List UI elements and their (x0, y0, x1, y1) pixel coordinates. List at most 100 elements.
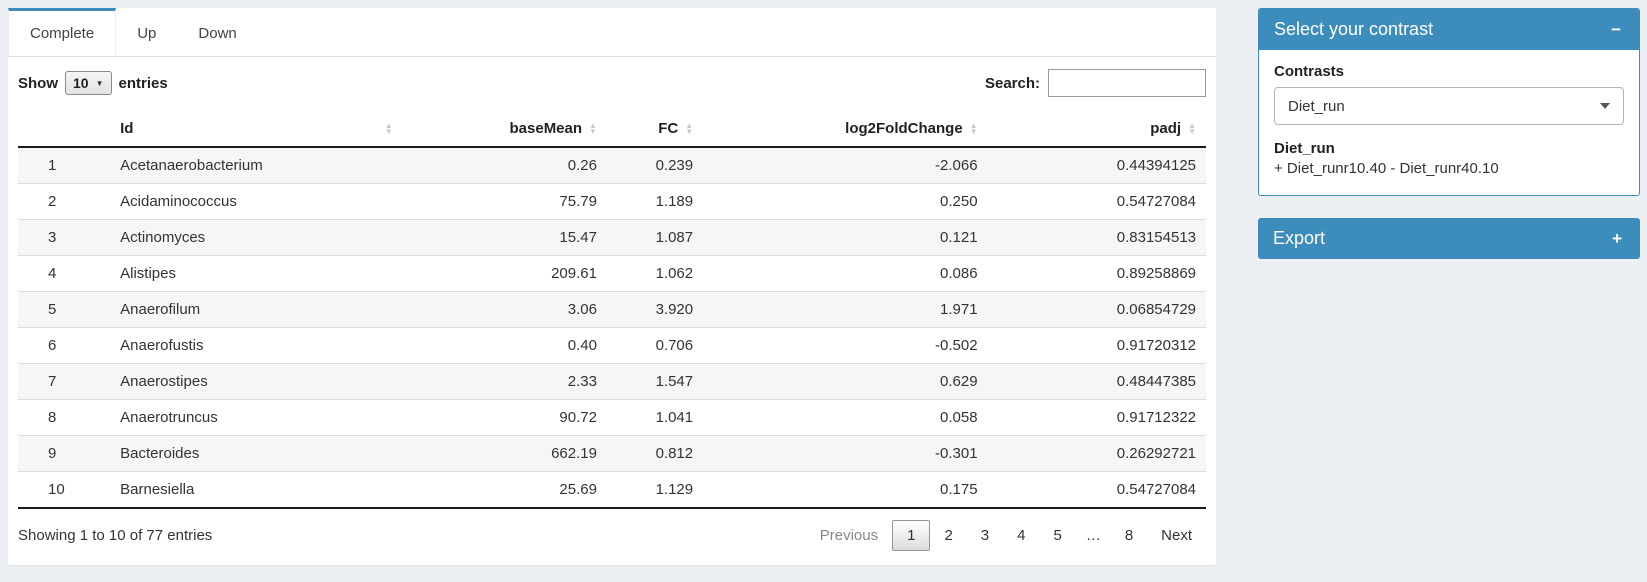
cell-fc: 1.087 (606, 219, 704, 256)
cell-padj: 0.44394125 (987, 147, 1206, 184)
contrast-select-value: Diet_run (1288, 97, 1345, 115)
contrast-box-title: Select your contrast (1274, 19, 1434, 39)
column-header-label: FC (658, 120, 679, 137)
export-box-header: Export + (1258, 218, 1640, 259)
cell-fc: 1.062 (606, 255, 704, 292)
cell-padj: 0.26292721 (987, 435, 1206, 472)
cell-log2foldchange: 0.086 (703, 255, 988, 292)
tab-up[interactable]: Up (137, 25, 157, 42)
cell-id: Acetanaerobacterium (110, 147, 403, 184)
cell-rownum: 8 (18, 399, 111, 436)
pagination-page-1[interactable]: 1 (892, 520, 931, 551)
cell-log2foldchange: 0.250 (703, 183, 988, 220)
results-tab-card: Complete Up Down Show 10 ▼ entries Searc… (8, 8, 1216, 565)
cell-fc: 1.129 (606, 471, 704, 509)
column-header-label: log2FoldChange (845, 120, 963, 137)
cell-padj: 0.91712322 (987, 399, 1206, 436)
column-header-label: Id (120, 120, 134, 137)
expand-icon[interactable]: + (1609, 230, 1625, 247)
contrast-detail-formula: + Diet_runr10.40 - Diet_runr40.10 (1274, 160, 1499, 177)
cell-basemean: 662.19 (402, 435, 607, 472)
cell-rownum: 6 (18, 327, 111, 364)
sort-icon: ▲ ▼ (384, 120, 393, 136)
cell-log2foldchange: 0.175 (703, 471, 988, 509)
cell-basemean: 0.40 (402, 327, 607, 364)
cell-basemean: 25.69 (402, 471, 607, 509)
table-info: Showing 1 to 10 of 77 entries (18, 527, 213, 544)
export-box: Export + (1258, 218, 1640, 259)
search-input[interactable] (1048, 69, 1206, 97)
results-table: Id ▲ ▼ baseMean ▲ ▼ FC (18, 111, 1206, 509)
cell-padj: 0.83154513 (987, 219, 1206, 256)
contrasts-label: Contrasts (1274, 63, 1345, 80)
cell-fc: 0.812 (606, 435, 704, 472)
tab-bar: Complete Up Down (8, 8, 1216, 57)
pagination-page-8[interactable]: 8 (1124, 527, 1134, 544)
cell-id: Anaerofustis (110, 327, 403, 364)
sidebar-right: Select your contrast − Contrasts Diet_ru… (1258, 8, 1640, 281)
cell-id: Anaerostipes (110, 363, 403, 400)
cell-fc: 3.920 (606, 291, 704, 328)
entries-select-value: 10 (73, 75, 89, 91)
cell-padj: 0.54727084 (987, 183, 1206, 220)
tab-complete[interactable]: Complete (8, 8, 117, 56)
tab-down[interactable]: Down (198, 25, 237, 42)
cell-basemean: 2.33 (402, 363, 607, 400)
cell-rownum: 2 (18, 183, 111, 220)
table-row: 3 Actinomyces 15.47 1.087 0.121 0.831545… (18, 219, 1206, 256)
cell-padj: 0.54727084 (987, 471, 1206, 509)
sort-icon: ▲ ▼ (969, 120, 978, 136)
cell-id: Actinomyces (110, 219, 403, 256)
collapse-icon[interactable]: − (1608, 21, 1624, 38)
column-header-basemean[interactable]: baseMean ▲ ▼ (402, 111, 607, 148)
table-row: 6 Anaerofustis 0.40 0.706 -0.502 0.91720… (18, 327, 1206, 364)
cell-log2foldchange: 0.629 (703, 363, 988, 400)
cell-rownum: 9 (18, 435, 111, 472)
cell-id: Bacteroides (110, 435, 403, 472)
cell-basemean: 0.26 (402, 147, 607, 184)
contrast-box-header: Select your contrast − (1259, 9, 1639, 50)
pagination-page-4[interactable]: 4 (1017, 527, 1026, 544)
cell-basemean: 15.47 (402, 219, 607, 256)
pagination: Previous 1 2 3 4 5 … 8 Next (806, 520, 1206, 551)
cell-fc: 0.706 (606, 327, 704, 364)
column-header-rownum (18, 111, 111, 148)
cell-fc: 0.239 (606, 147, 704, 184)
pagination-page-3[interactable]: 3 (980, 527, 990, 544)
column-header-fc[interactable]: FC ▲ ▼ (606, 111, 704, 148)
pagination-previous[interactable]: Previous (819, 527, 879, 544)
cell-log2foldchange: 0.058 (703, 399, 988, 436)
contrast-select[interactable]: Diet_run (1274, 87, 1624, 125)
column-header-padj[interactable]: padj ▲ ▼ (987, 111, 1206, 148)
cell-log2foldchange: -0.502 (703, 327, 988, 364)
pagination-ellipsis: … (1085, 527, 1101, 544)
entries-length-control: Show 10 ▼ entries (18, 71, 168, 95)
search-control: Search: (985, 69, 1206, 97)
table-row: 7 Anaerostipes 2.33 1.547 0.629 0.484473… (18, 363, 1206, 400)
pagination-page-5[interactable]: 5 (1053, 527, 1062, 544)
contrast-box: Select your contrast − Contrasts Diet_ru… (1258, 8, 1640, 196)
entries-select[interactable]: 10 ▼ (65, 71, 112, 95)
column-header-id[interactable]: Id ▲ ▼ (110, 111, 403, 148)
cell-basemean: 3.06 (402, 291, 607, 328)
table-row: 2 Acidaminococcus 75.79 1.189 0.250 0.54… (18, 183, 1206, 220)
cell-basemean: 75.79 (402, 183, 607, 220)
export-box-title: Export (1273, 228, 1326, 248)
entries-label: entries (118, 74, 168, 92)
cell-rownum: 10 (18, 471, 111, 509)
cell-basemean: 209.61 (402, 255, 607, 292)
table-controls: Show 10 ▼ entries Search: (18, 69, 1206, 97)
cell-rownum: 3 (18, 219, 111, 256)
table-row: 1 Acetanaerobacterium 0.26 0.239 -2.066 … (18, 147, 1206, 184)
cell-log2foldchange: 0.121 (703, 219, 988, 256)
cell-id: Alistipes (110, 255, 403, 292)
column-header-log2foldchange[interactable]: log2FoldChange ▲ ▼ (703, 111, 988, 148)
pagination-next[interactable]: Next (1161, 527, 1192, 544)
pagination-page-2[interactable]: 2 (944, 527, 953, 544)
sort-icon: ▲ ▼ (685, 120, 694, 136)
cell-id: Acidaminococcus (110, 183, 403, 220)
cell-padj: 0.06854729 (987, 291, 1206, 328)
chevron-down-icon (1600, 103, 1610, 109)
cell-fc: 1.189 (606, 183, 704, 220)
column-header-label: padj (1150, 120, 1182, 137)
